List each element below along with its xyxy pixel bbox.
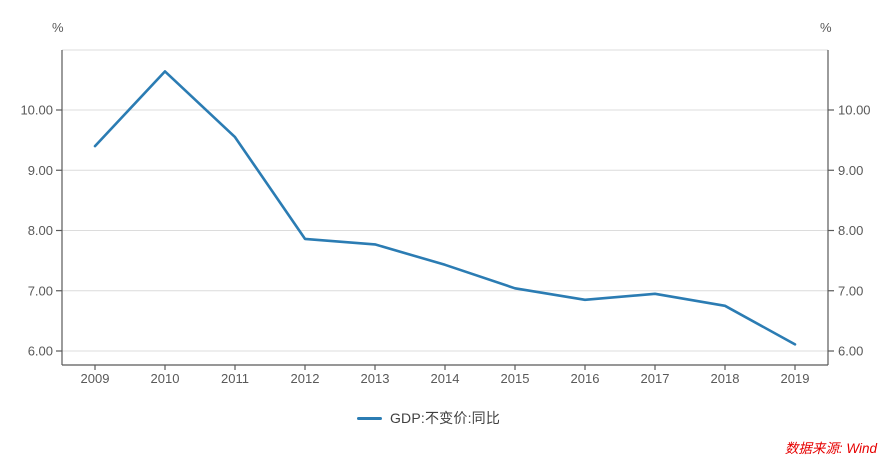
- y-axis-labels: 6.00 6.00 7.00 7.00 8.00 8.00 9.00 9.00 10.00 10.…: [20, 103, 870, 359]
- x-tick-label: 2019: [781, 371, 810, 386]
- x-tick-label: 2010: [151, 371, 180, 386]
- x-tick-label: 2014: [431, 371, 460, 386]
- y-tick-label-left: 6.00: [28, 344, 53, 359]
- gdp-line-series: [93, 70, 797, 346]
- gridlines: [62, 49, 828, 352]
- x-tick-label: 2018: [711, 371, 740, 386]
- x-tick-label: 2011: [221, 371, 249, 386]
- x-tick-label: 2016: [571, 371, 600, 386]
- x-tick-label: 2012: [291, 371, 320, 386]
- y-tick-label-left: 7.00: [28, 283, 53, 298]
- right-axis-unit-label: %: [820, 20, 832, 35]
- axes: [61, 50, 829, 366]
- y-tick-label-right: 6.00: [838, 344, 863, 359]
- y-tick-label-right: 7.00: [838, 283, 863, 298]
- x-tick-label: 2009: [81, 371, 110, 386]
- y-tick-label-left: 10.00: [20, 103, 53, 118]
- left-axis-unit-label: %: [52, 20, 64, 35]
- chart-legend: GDP:不变价:同比: [0, 408, 873, 428]
- legend-label: GDP:不变价:同比: [389, 410, 501, 426]
- y-tick-label-left: 9.00: [28, 163, 53, 178]
- y-tick-label-right: 9.00: [838, 163, 863, 178]
- y-tick-label-right: 8.00: [838, 223, 863, 238]
- y-tick-label-left: 8.00: [28, 223, 53, 238]
- x-axis-labels: 2009 2010 2011 2012 2013 2014 2015 2016 2017 2018…: [81, 365, 810, 386]
- y-tick-label-right: 10.00: [838, 103, 871, 118]
- legend-line-swatch: [356, 416, 382, 420]
- x-tick-label: 2015: [501, 371, 530, 386]
- x-tick-label: 2013: [361, 371, 390, 386]
- data-source-note: 数据来源: Wind: [784, 441, 877, 456]
- x-tick-label: 2017: [641, 371, 670, 386]
